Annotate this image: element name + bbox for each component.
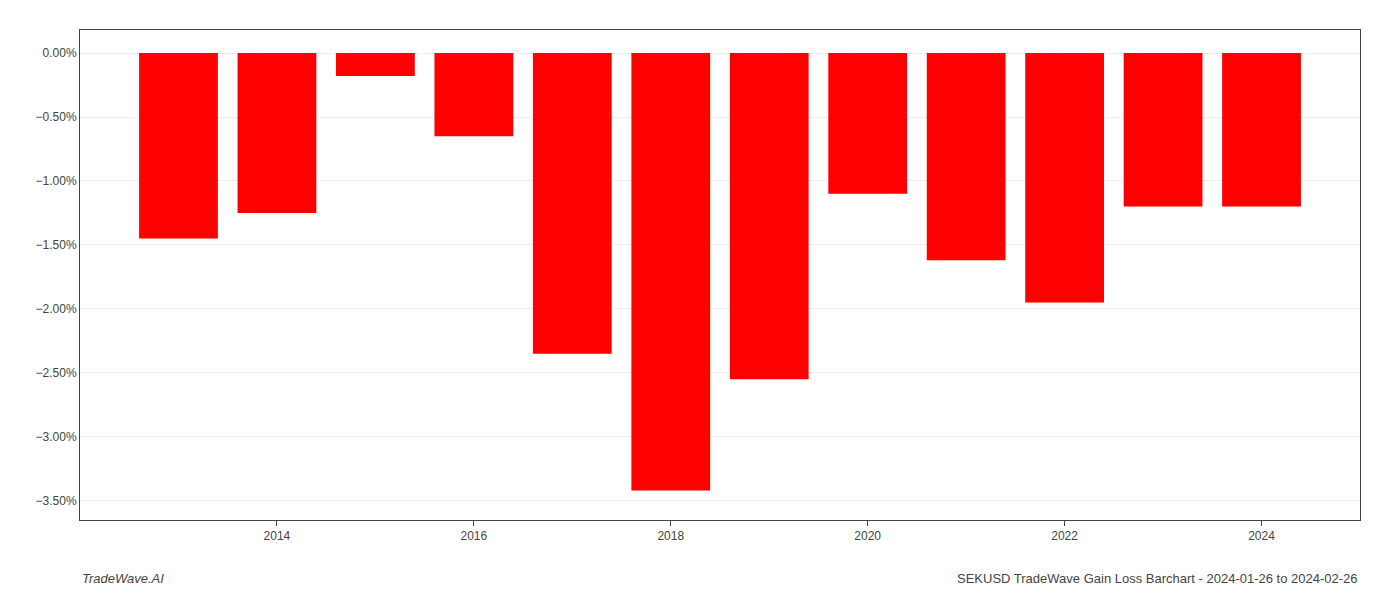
svg-text:−0.50%: −0.50%: [36, 110, 77, 124]
svg-text:−2.00%: −2.00%: [36, 302, 77, 316]
svg-text:−3.00%: −3.00%: [36, 430, 77, 444]
svg-text:0.00%: 0.00%: [43, 46, 77, 60]
svg-text:−1.50%: −1.50%: [36, 238, 77, 252]
svg-text:2022: 2022: [1051, 529, 1078, 543]
svg-text:−2.50%: −2.50%: [36, 366, 77, 380]
svg-text:2024: 2024: [1248, 529, 1275, 543]
svg-text:−1.00%: −1.00%: [36, 174, 77, 188]
svg-text:2016: 2016: [460, 529, 487, 543]
svg-text:2014: 2014: [264, 529, 291, 543]
svg-text:2020: 2020: [854, 529, 881, 543]
svg-text:TradeWave.AI: TradeWave.AI: [82, 571, 164, 586]
svg-text:SEKUSD TradeWave Gain Loss Bar: SEKUSD TradeWave Gain Loss Barchart - 20…: [957, 571, 1358, 586]
svg-text:2018: 2018: [657, 529, 684, 543]
svg-text:−3.50%: −3.50%: [36, 494, 77, 508]
